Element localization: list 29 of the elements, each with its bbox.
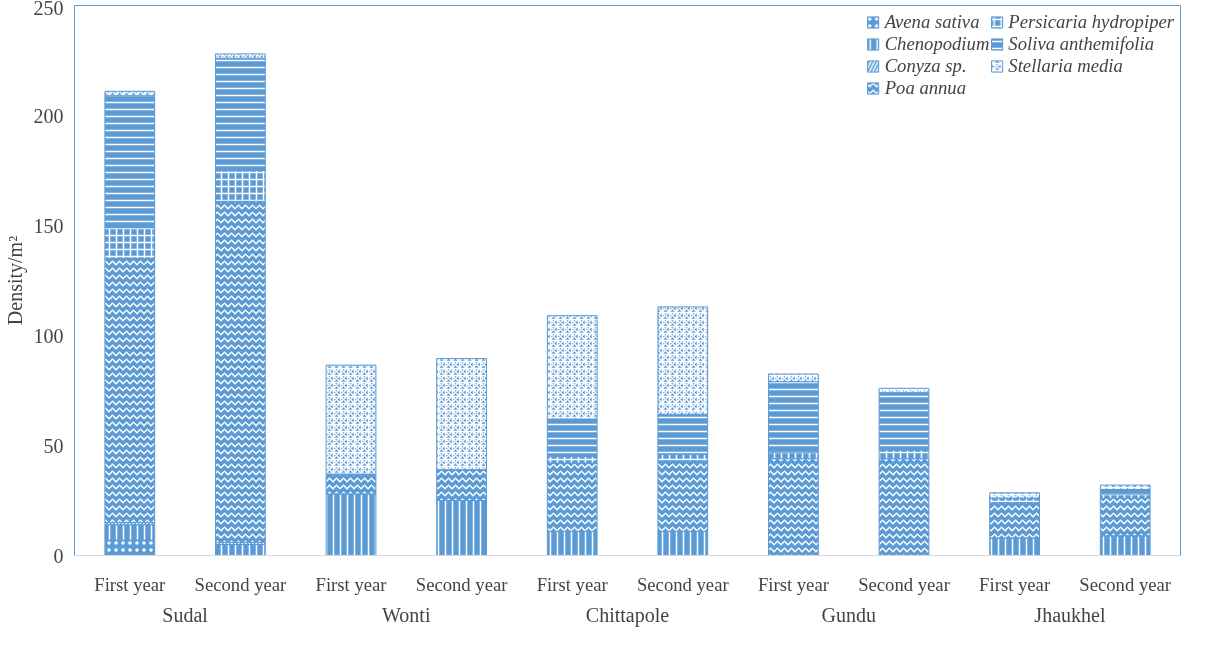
legend-label: Stellaria media	[1008, 55, 1123, 77]
legend-label: Persicaria hydropiper	[1008, 11, 1174, 33]
legend-label: Conyza sp.	[884, 55, 967, 77]
y-tick-label: 150	[33, 214, 64, 237]
legend-label: Chenopodium	[884, 33, 990, 55]
y-tick-label: 250	[33, 0, 64, 19]
x-tick-label: First year	[94, 573, 167, 595]
y-tick-label: 100	[33, 324, 64, 347]
x-tick-label: Second year	[415, 573, 509, 595]
text: Gundu	[821, 603, 876, 626]
x-tick-label: First year	[315, 573, 388, 595]
text: Sudal	[162, 603, 209, 626]
legend-label: Avena sativa	[884, 11, 980, 33]
y-tick-label: 0	[53, 544, 64, 567]
text: Wonti	[382, 603, 431, 626]
text: Jhaukhel	[1034, 603, 1106, 626]
legend-label: Poa annua	[884, 77, 967, 99]
x-tick-label: Second year	[636, 573, 730, 595]
text: Chittapole	[585, 603, 670, 627]
y-axis-title: Density/m²	[3, 235, 27, 326]
y-tick-label: 200	[33, 104, 64, 127]
x-tick-label: First year	[979, 573, 1051, 595]
legend-label: Soliva anthemifolia	[1008, 33, 1154, 55]
x-tick-label: Second year	[194, 573, 288, 595]
x-tick-label: Second year	[858, 573, 951, 595]
x-tick-label: First year	[757, 573, 830, 595]
x-tick-label: Second year	[1079, 573, 1172, 595]
x-tick-label: First year	[536, 573, 609, 595]
y-tick-label: 50	[43, 434, 64, 457]
